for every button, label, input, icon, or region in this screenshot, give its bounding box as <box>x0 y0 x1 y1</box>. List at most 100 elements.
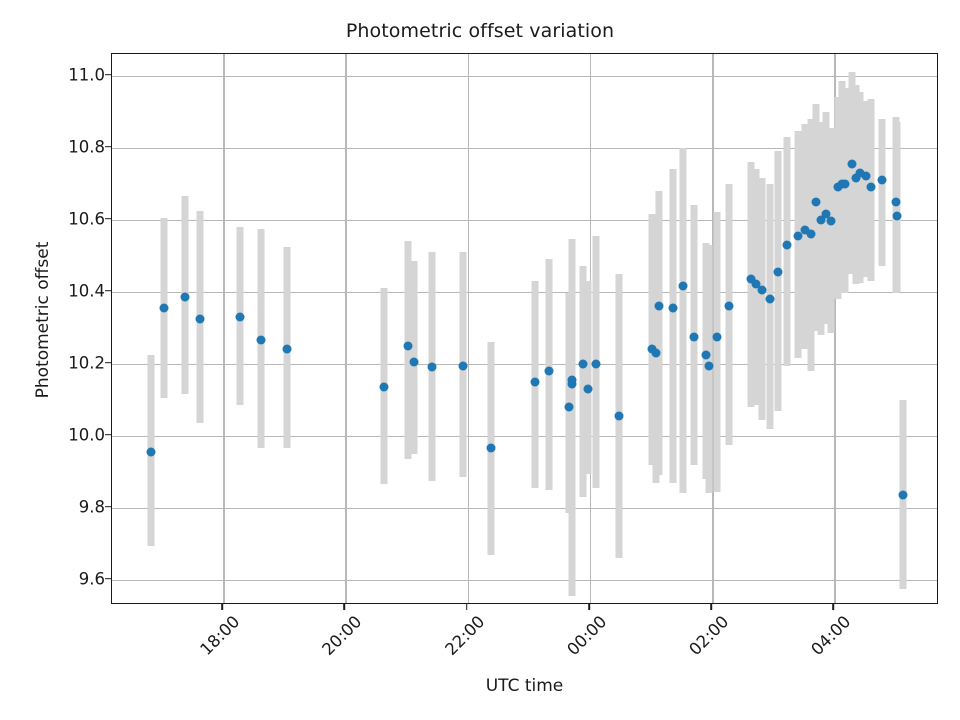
data-point <box>712 332 722 342</box>
errorbar <box>841 88 849 294</box>
y-axis-label: Photometric offset <box>33 241 53 399</box>
x-tick-mark <box>588 604 590 610</box>
data-point <box>146 447 156 457</box>
y-tick-mark <box>105 217 111 220</box>
data-point <box>800 225 810 235</box>
data-point <box>861 171 871 181</box>
errorbar <box>579 266 587 497</box>
data-point <box>614 411 624 421</box>
data-point <box>651 348 661 358</box>
errorbar <box>856 91 864 283</box>
gridline-horizontal <box>112 507 937 510</box>
data-point <box>877 175 887 185</box>
data-point <box>821 209 831 219</box>
errorbar <box>648 214 656 465</box>
page-title: Photometric offset variation <box>345 20 615 42</box>
x-tick-mark <box>343 604 346 610</box>
data-point <box>235 312 245 322</box>
errorbar <box>713 212 721 492</box>
data-point <box>567 379 577 389</box>
data-point <box>891 197 901 207</box>
data-point <box>746 274 756 284</box>
y-tick-mark <box>105 505 111 508</box>
errorbar <box>679 147 687 494</box>
gridline-vertical <box>834 54 836 603</box>
x-tick-mark <box>710 604 713 610</box>
errorbar <box>893 122 901 292</box>
errorbar <box>862 100 870 278</box>
gridline-horizontal <box>112 147 937 150</box>
data-point <box>282 344 292 354</box>
x-axis-tick-marks <box>111 604 938 611</box>
data-point <box>486 443 496 453</box>
errorbar <box>655 190 663 476</box>
errorbar <box>783 136 791 366</box>
gridline-vertical <box>345 54 347 603</box>
errorbar <box>568 239 576 596</box>
data-point <box>833 182 843 192</box>
data-point <box>892 211 902 221</box>
y-tick-label: 10.8 <box>68 137 105 157</box>
errorbar <box>801 124 809 350</box>
data-point <box>180 292 190 302</box>
data-point <box>458 361 468 370</box>
y-tick-label: 11.0 <box>68 65 105 85</box>
data-point <box>793 231 803 241</box>
x-tick-label: 04:00 <box>807 612 855 660</box>
y-tick-mark <box>105 361 111 364</box>
x-tick-label: 18:00 <box>196 612 244 660</box>
data-point <box>256 335 266 345</box>
data-point <box>757 285 767 295</box>
data-point <box>816 215 826 225</box>
gridline-vertical <box>712 54 714 603</box>
errorbar <box>410 261 418 454</box>
y-tick-mark <box>105 289 111 292</box>
data-point <box>668 303 677 313</box>
y-tick-label: 10.4 <box>68 281 105 301</box>
x-tick-label: 20:00 <box>318 612 366 660</box>
y-tick-label: 10.6 <box>68 209 105 229</box>
data-point <box>847 159 857 169</box>
gridline-horizontal <box>112 219 937 222</box>
data-point <box>806 229 816 239</box>
errorbar <box>404 241 412 460</box>
x-tick-mark <box>221 604 224 610</box>
y-axis-tick-marks <box>105 53 111 604</box>
data-point <box>591 359 601 369</box>
errorbar <box>878 118 886 267</box>
gridline-horizontal <box>112 579 937 582</box>
y-tick-label: 10.0 <box>68 425 105 445</box>
x-tick-label: 00:00 <box>563 612 611 660</box>
data-point <box>773 267 783 277</box>
gridline-horizontal <box>112 75 937 77</box>
errorbar <box>834 97 842 299</box>
y-tick-label: 9.8 <box>78 497 105 517</box>
data-point <box>855 168 865 178</box>
gridline-horizontal <box>112 291 937 294</box>
errorbar <box>812 104 820 332</box>
data-point <box>578 359 588 369</box>
data-point <box>782 240 792 250</box>
x-tick-mark <box>832 604 835 610</box>
data-point <box>654 301 664 311</box>
errorbar <box>669 169 676 483</box>
gridline-vertical <box>223 54 225 603</box>
data-point <box>704 361 714 370</box>
data-point <box>866 182 876 192</box>
errorbar <box>817 122 825 335</box>
gridline-vertical <box>467 54 470 603</box>
data-point <box>898 490 908 500</box>
data-point <box>409 357 419 367</box>
data-point <box>583 384 593 394</box>
y-tick-mark <box>105 145 111 148</box>
y-axis-tick-labels: 9.6 9.8 10.0 10.2 10.4 10.6 10.8 11.0 <box>16 53 105 604</box>
errorbar <box>766 183 774 429</box>
data-point <box>564 402 574 412</box>
y-tick-mark <box>105 577 111 580</box>
x-tick-mark <box>465 604 468 610</box>
y-tick-label: 10.2 <box>68 353 105 373</box>
x-axis-label: UTC time <box>485 676 564 696</box>
errorbar <box>758 178 766 420</box>
errorbar <box>794 131 802 359</box>
